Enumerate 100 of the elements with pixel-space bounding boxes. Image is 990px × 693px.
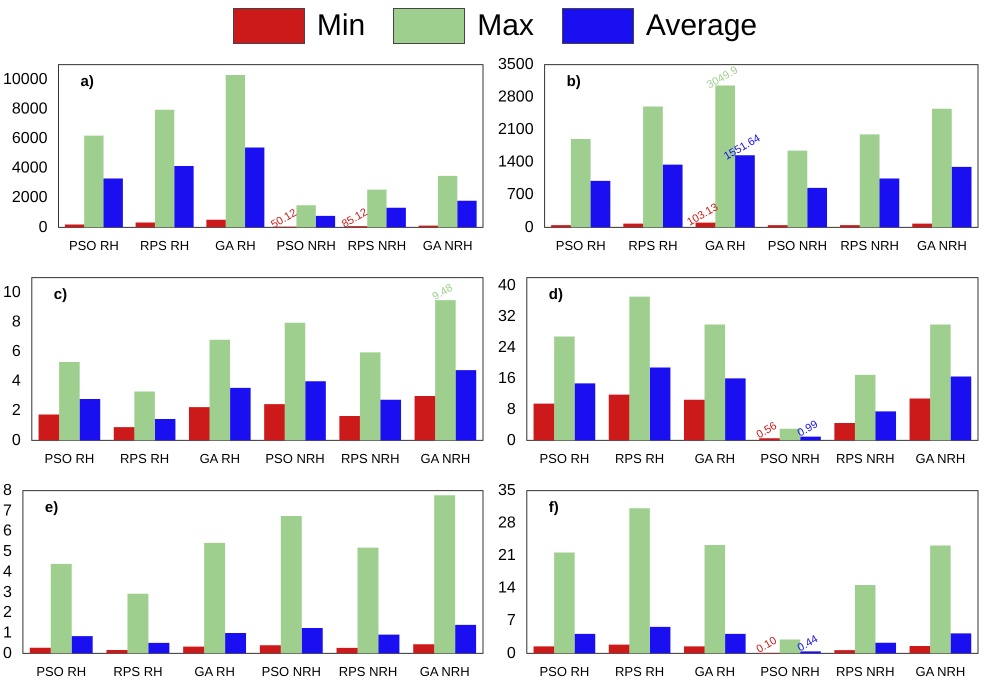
bar bbox=[608, 394, 630, 440]
annotation: a) bbox=[80, 73, 94, 90]
bar bbox=[570, 139, 591, 228]
bar bbox=[174, 166, 194, 228]
bar bbox=[38, 414, 60, 440]
bar bbox=[800, 436, 821, 440]
y-tick-label: 4 bbox=[2, 563, 12, 580]
bar bbox=[204, 542, 226, 654]
bar bbox=[127, 594, 148, 654]
y-tick-label: 2800 bbox=[498, 88, 534, 106]
annotation: b) bbox=[566, 73, 581, 90]
bar bbox=[357, 548, 378, 654]
bar bbox=[875, 642, 896, 654]
bar bbox=[360, 352, 380, 440]
bar bbox=[950, 633, 972, 654]
bar bbox=[104, 178, 123, 228]
x-tick-label: PSO RH bbox=[68, 238, 119, 253]
x-tick-label: GA NRH bbox=[915, 450, 966, 466]
bar bbox=[378, 634, 400, 654]
bar bbox=[684, 646, 705, 654]
bar bbox=[643, 106, 663, 228]
data-label: 0.99 bbox=[796, 418, 820, 440]
x-tick-label: GA NRH bbox=[422, 238, 473, 253]
bar bbox=[245, 147, 264, 228]
bar bbox=[650, 368, 670, 440]
bar bbox=[854, 374, 876, 440]
x-tick-label: GA RH bbox=[704, 238, 746, 253]
x-tick-label: PSO NRH bbox=[265, 450, 325, 466]
y-tick-label: 5 bbox=[2, 543, 12, 560]
bar bbox=[807, 188, 828, 228]
bar bbox=[413, 644, 434, 654]
bar bbox=[952, 166, 972, 228]
y-tick-label: 8000 bbox=[12, 100, 48, 118]
x-tick-label: GA RH bbox=[200, 450, 240, 466]
bar bbox=[80, 398, 100, 440]
y-tick-label: 3 bbox=[2, 584, 12, 601]
x-tick-label: RPS RH bbox=[628, 238, 678, 253]
x-tick-label: RPS NRH bbox=[348, 238, 406, 253]
bar bbox=[284, 322, 306, 440]
y-tick-label: 0 bbox=[2, 644, 12, 662]
y-tick-label: 21 bbox=[498, 547, 516, 564]
bar bbox=[650, 626, 670, 654]
x-tick-label: RPS RH bbox=[615, 664, 664, 679]
y-tick-label: 2 bbox=[2, 604, 12, 622]
bar bbox=[154, 110, 174, 228]
x-tick-label: RPS NRH bbox=[840, 238, 899, 253]
x-tick-label: PSO RH bbox=[539, 664, 590, 679]
bar bbox=[339, 416, 360, 440]
data-label: 0.56 bbox=[754, 420, 779, 442]
bar bbox=[114, 427, 134, 440]
x-tick-label: PSO RH bbox=[556, 238, 606, 253]
y-tick-label: 6 bbox=[12, 343, 21, 360]
bar bbox=[206, 220, 226, 228]
bar bbox=[912, 224, 932, 228]
bar bbox=[910, 646, 930, 654]
x-tick-label: GA RH bbox=[694, 450, 736, 466]
bar bbox=[608, 644, 630, 654]
bar bbox=[84, 136, 104, 228]
bar bbox=[134, 392, 155, 440]
bar bbox=[72, 636, 93, 654]
bar bbox=[834, 650, 855, 654]
annotation: d) bbox=[548, 286, 563, 304]
x-tick-label: PSO NRH bbox=[768, 238, 828, 253]
y-tick-label: 2000 bbox=[12, 189, 48, 206]
x-tick-label: RPS RH bbox=[120, 450, 170, 466]
bar bbox=[50, 564, 72, 654]
y-tick-label: 8 bbox=[2, 482, 12, 500]
x-tick-label: PSO RH bbox=[44, 450, 94, 466]
data-label: 50.12 bbox=[269, 206, 299, 231]
bar bbox=[662, 164, 683, 228]
bar bbox=[226, 74, 246, 228]
x-tick-label: RPS NRH bbox=[340, 450, 400, 466]
x-tick-label: GA NRH bbox=[420, 664, 470, 679]
y-tick-label: 16 bbox=[498, 370, 516, 387]
y-tick-label: 8 bbox=[506, 400, 516, 418]
bar bbox=[457, 200, 477, 228]
bar bbox=[296, 205, 316, 228]
bar bbox=[554, 552, 575, 654]
x-tick-label: GA RH bbox=[215, 238, 256, 253]
y-tick-label: 6000 bbox=[12, 130, 48, 148]
x-tick-label: RPS NRH bbox=[836, 664, 894, 679]
bar bbox=[380, 400, 402, 440]
bar bbox=[704, 545, 726, 654]
y-tick-label: 4000 bbox=[12, 160, 48, 177]
x-tick-label: PSO NRH bbox=[760, 450, 820, 466]
bar bbox=[30, 648, 51, 654]
y-tick-label: 2 bbox=[12, 402, 21, 420]
bar bbox=[264, 404, 285, 440]
data-label: 0.44 bbox=[796, 633, 820, 654]
x-tick-label: GA NRH bbox=[420, 450, 470, 466]
bar bbox=[434, 495, 456, 654]
bar bbox=[684, 400, 705, 440]
bar bbox=[154, 418, 176, 440]
bar bbox=[788, 150, 808, 228]
y-tick-label: 14 bbox=[498, 580, 516, 597]
x-tick-label: PSO NRH bbox=[276, 238, 336, 253]
y-tick-label: 0 bbox=[506, 644, 516, 662]
x-tick-label: GA NRH bbox=[915, 664, 966, 679]
bar bbox=[574, 634, 596, 654]
bar bbox=[305, 381, 326, 440]
